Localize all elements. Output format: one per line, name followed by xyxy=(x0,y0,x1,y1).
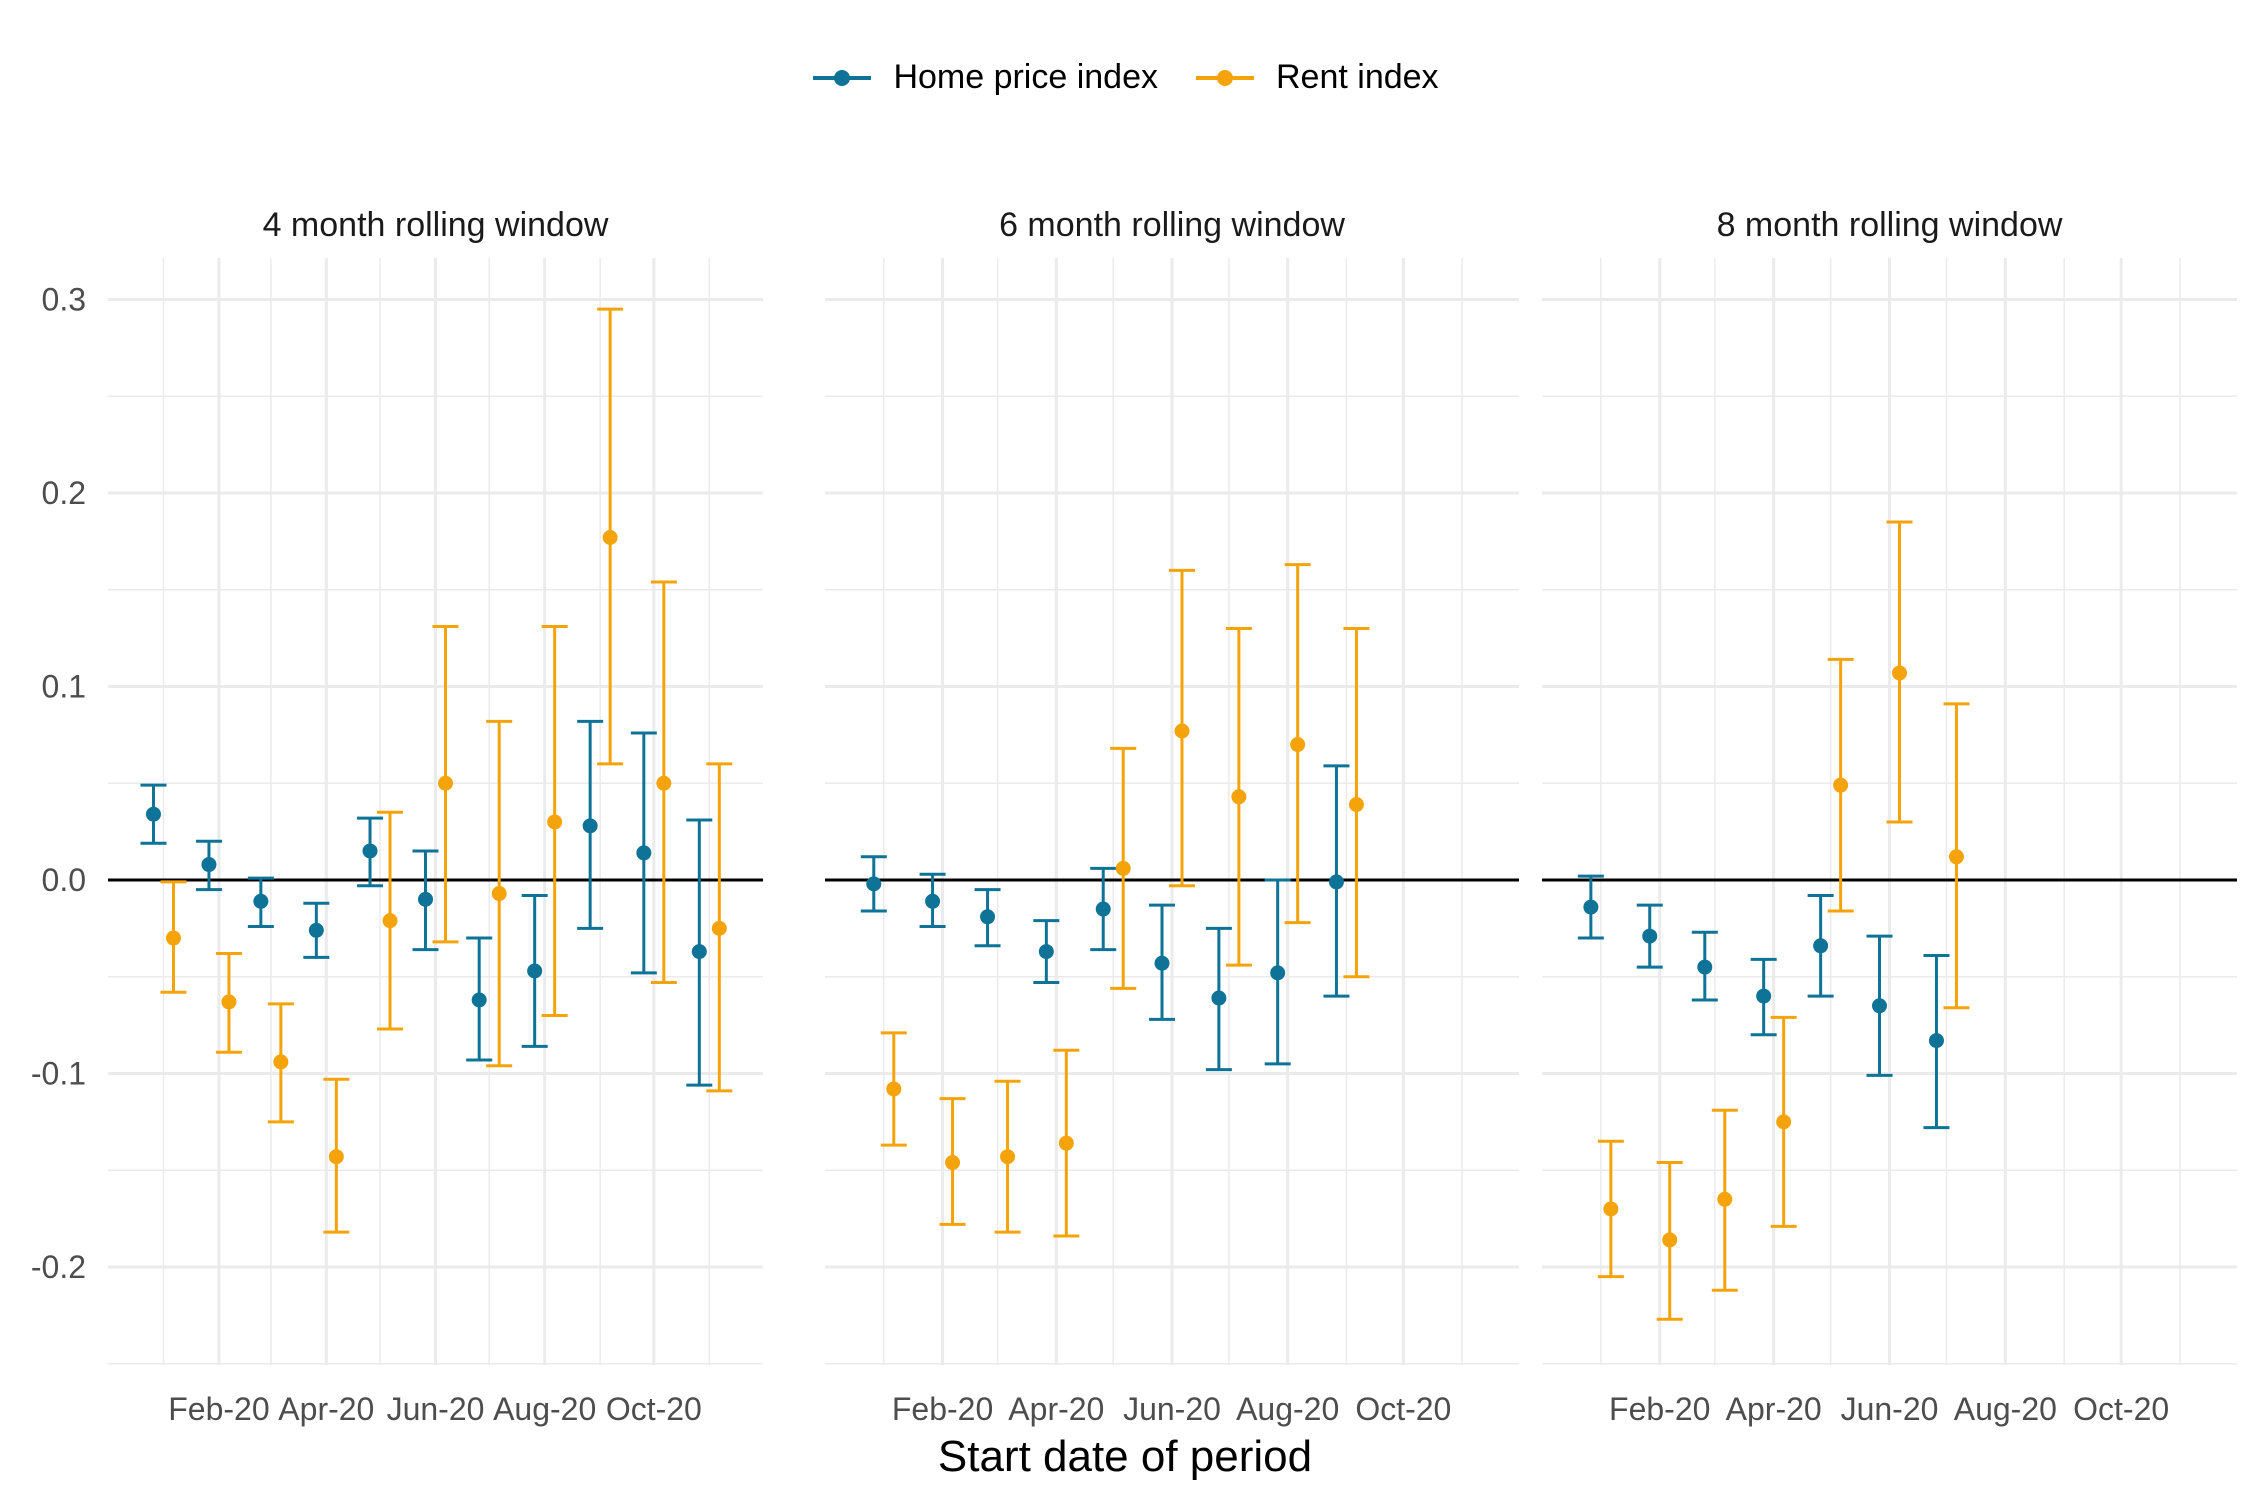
legend-label-rent: Rent index xyxy=(1276,58,1439,96)
data-point-rent xyxy=(491,886,507,902)
x-tick-label: Aug-20 xyxy=(1954,1391,2057,1427)
data-point-rent xyxy=(1833,777,1849,793)
data-point-rent xyxy=(1174,723,1190,739)
x-tick-label: Jun-20 xyxy=(387,1391,485,1427)
x-tick-label: Oct-20 xyxy=(1355,1391,1451,1427)
y-tick-label: 0.3 xyxy=(42,282,86,318)
legend: Home price index Rent index xyxy=(0,58,2250,97)
data-point-home xyxy=(362,843,378,859)
data-point-rent xyxy=(273,1054,289,1070)
data-point-home xyxy=(1872,998,1887,1014)
y-tick-label: -0.2 xyxy=(31,1249,86,1285)
x-tick-label: Feb-20 xyxy=(168,1391,269,1427)
data-point-home xyxy=(201,857,217,873)
data-point-rent xyxy=(1000,1149,1016,1165)
data-point-rent xyxy=(602,530,618,546)
data-point-home xyxy=(1642,928,1658,944)
data-point-home xyxy=(1328,874,1344,890)
data-point-rent xyxy=(328,1149,344,1165)
facet-title: 6 month rolling window xyxy=(999,206,1345,244)
data-point-rent xyxy=(1948,849,1964,865)
data-point-home xyxy=(691,944,707,960)
data-point-rent xyxy=(1348,797,1364,813)
x-tick-label: Apr-20 xyxy=(278,1391,374,1427)
x-tick-label: Aug-20 xyxy=(1236,1391,1339,1427)
x-axis-title: Start date of period xyxy=(937,1432,1313,1481)
y-tick-label: 0.0 xyxy=(42,862,86,898)
data-point-home xyxy=(308,922,324,938)
data-point-rent xyxy=(1115,860,1131,876)
data-point-rent xyxy=(1892,665,1907,681)
x-tick-label: Jun-20 xyxy=(1841,1391,1939,1427)
data-point-home xyxy=(1038,944,1054,960)
x-tick-label: Aug-20 xyxy=(493,1391,596,1427)
data-point-home xyxy=(582,818,598,834)
x-tick-label: Feb-20 xyxy=(892,1391,993,1427)
data-point-rent xyxy=(1603,1201,1619,1217)
data-point-home xyxy=(1154,955,1170,971)
facet-title: 4 month rolling window xyxy=(263,206,609,244)
data-point-rent xyxy=(1231,789,1247,805)
data-point-home xyxy=(980,909,996,925)
data-point-rent xyxy=(221,994,237,1010)
data-point-home xyxy=(636,845,652,861)
x-tick-label: Oct-20 xyxy=(606,1391,702,1427)
facet-title: 8 month rolling window xyxy=(1717,206,2063,244)
legend-key-home-icon xyxy=(813,69,872,86)
data-point-home xyxy=(866,876,882,892)
data-point-rent xyxy=(1290,737,1306,753)
data-point-home xyxy=(1928,1033,1944,1049)
data-point-rent xyxy=(382,913,398,929)
data-point-rent xyxy=(547,814,563,830)
data-point-home xyxy=(1211,990,1227,1006)
data-point-home xyxy=(418,891,433,907)
legend-key-rent-icon xyxy=(1196,69,1254,86)
data-point-rent xyxy=(945,1155,961,1171)
data-point-home xyxy=(527,963,543,979)
data-point-home xyxy=(1270,965,1286,981)
data-point-rent xyxy=(656,775,672,791)
data-point-rent xyxy=(1058,1135,1074,1151)
legend-item-home: Home price index xyxy=(811,58,1158,97)
legend-item-rent: Rent index xyxy=(1194,58,1439,97)
data-point-rent xyxy=(1662,1232,1678,1248)
data-point-home xyxy=(1095,901,1111,917)
y-tick-label: 0.2 xyxy=(42,475,86,511)
data-point-home xyxy=(471,992,487,1008)
data-point-home xyxy=(1756,988,1772,1004)
data-point-rent xyxy=(1717,1191,1733,1207)
y-tick-label: 0.1 xyxy=(42,669,86,705)
data-point-rent xyxy=(1776,1114,1792,1130)
data-point-home xyxy=(1813,938,1829,954)
y-tick-label: -0.1 xyxy=(31,1056,86,1092)
data-point-home xyxy=(253,893,269,909)
data-point-rent xyxy=(438,775,453,791)
x-tick-label: Apr-20 xyxy=(1726,1391,1822,1427)
data-point-home xyxy=(925,893,941,909)
legend-label-home: Home price index xyxy=(893,58,1158,96)
x-tick-label: Apr-20 xyxy=(1008,1391,1104,1427)
data-point-rent xyxy=(886,1081,902,1097)
x-tick-label: Oct-20 xyxy=(2073,1391,2169,1427)
data-point-home xyxy=(1583,899,1599,915)
data-point-rent xyxy=(165,930,181,946)
data-point-rent xyxy=(711,920,727,936)
data-point-home xyxy=(1697,959,1713,975)
x-tick-label: Feb-20 xyxy=(1609,1391,1710,1427)
data-point-home xyxy=(145,806,161,822)
x-tick-label: Jun-20 xyxy=(1123,1391,1221,1427)
